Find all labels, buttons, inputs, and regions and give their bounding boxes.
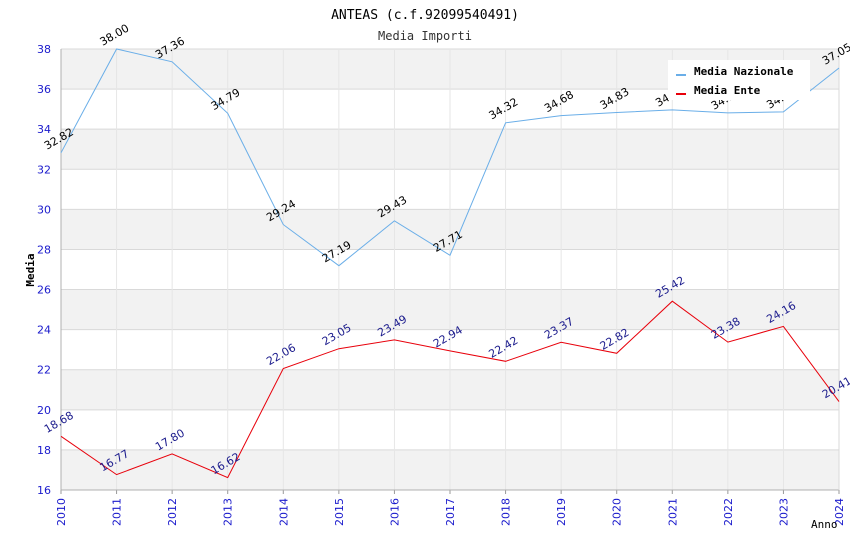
y-tick-label: 20: [37, 404, 51, 417]
x-tick-label: 2012: [166, 498, 179, 526]
axes: [60, 49, 840, 494]
x-axis-label: Anno: [811, 518, 838, 531]
legend-entry: Media Nazionale: [694, 65, 794, 78]
y-tick-label: 34: [37, 123, 51, 136]
x-tick-label: 2022: [722, 498, 735, 526]
x-tick-label: 2010: [55, 498, 68, 526]
y-tick-label: 16: [37, 484, 51, 497]
y-tick-label: 32: [37, 163, 51, 176]
y-tick-label: 26: [37, 284, 51, 297]
x-tick-label: 2023: [777, 498, 790, 526]
chart-subtitle: Media Importi: [378, 29, 472, 43]
data-label: 38.00: [98, 22, 132, 49]
y-tick-label: 38: [37, 43, 51, 56]
chart-title: ANTEAS (c.f.92099540491): [331, 8, 519, 23]
x-tick-label: 2019: [555, 498, 568, 526]
y-tick-labels: 16 18 20 22 24 26 28 30 32 34 36 38: [37, 43, 51, 497]
x-tick-label: 2015: [333, 498, 346, 526]
x-tick-label: 2014: [277, 498, 290, 526]
series-line-media-nazionale: [60, 48, 840, 267]
y-tick-label: 30: [37, 203, 51, 216]
y-tick-label: 24: [37, 324, 51, 337]
x-tick-label: 2011: [111, 498, 124, 526]
x-tick-label: 2013: [222, 498, 235, 526]
legend-entry: Media Ente: [694, 84, 761, 97]
y-tick-label: 36: [37, 83, 51, 96]
x-tick-label: 2024: [833, 498, 846, 526]
series-lines: [60, 48, 840, 479]
x-tick-label: 2017: [444, 498, 457, 526]
y-axis-label: Media: [24, 253, 37, 286]
x-tick-label: 2020: [611, 498, 624, 526]
x-tick-label: 2016: [388, 498, 401, 526]
series-line-media-ente: [60, 300, 840, 479]
y-tick-label: 18: [37, 444, 51, 457]
x-tick-label: 2018: [500, 498, 513, 526]
legend: Media Nazionale Media Ente: [668, 60, 810, 100]
x-tick-label: 2021: [666, 498, 679, 526]
y-tick-label: 28: [37, 243, 51, 256]
legend-box: [668, 60, 810, 100]
y-tick-label: 22: [37, 364, 51, 377]
x-tick-labels: 2010 2011 2012 2013 2014 2015 2016 2017 2018 2019…: [55, 498, 846, 526]
